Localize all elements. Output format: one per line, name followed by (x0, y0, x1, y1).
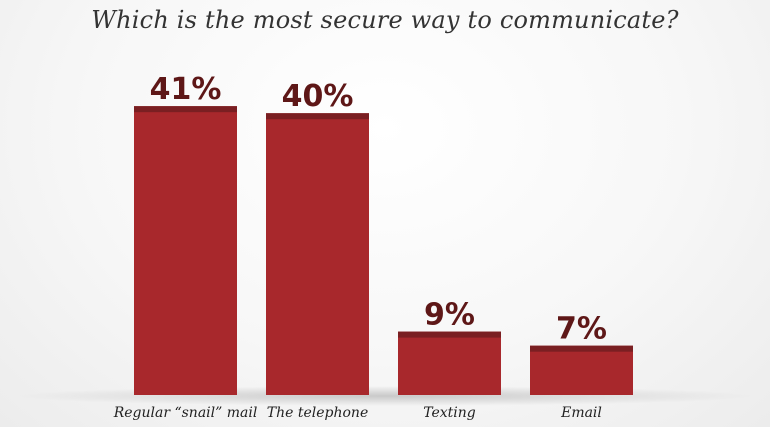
category-label-3: Email (560, 405, 602, 421)
bar-0 (134, 106, 237, 395)
bar-1 (266, 113, 369, 395)
bar-cap-1 (266, 113, 369, 120)
value-label-1: 40% (282, 79, 354, 114)
bar-3 (530, 345, 633, 395)
value-label-3: 7% (556, 312, 607, 347)
category-label-0: Regular “snail” mail (113, 405, 258, 421)
category-label-1: The telephone (267, 405, 368, 421)
bar-cap-3 (530, 345, 633, 352)
floor-shadow (15, 386, 755, 406)
value-label-2: 9% (424, 298, 475, 333)
chart-title: Which is the most secure way to communic… (91, 6, 679, 34)
bar-cap-2 (398, 331, 501, 338)
bar-cap-0 (134, 106, 237, 113)
bar-2 (398, 331, 501, 395)
category-label-2: Texting (423, 405, 476, 421)
value-label-0: 41% (150, 72, 222, 107)
